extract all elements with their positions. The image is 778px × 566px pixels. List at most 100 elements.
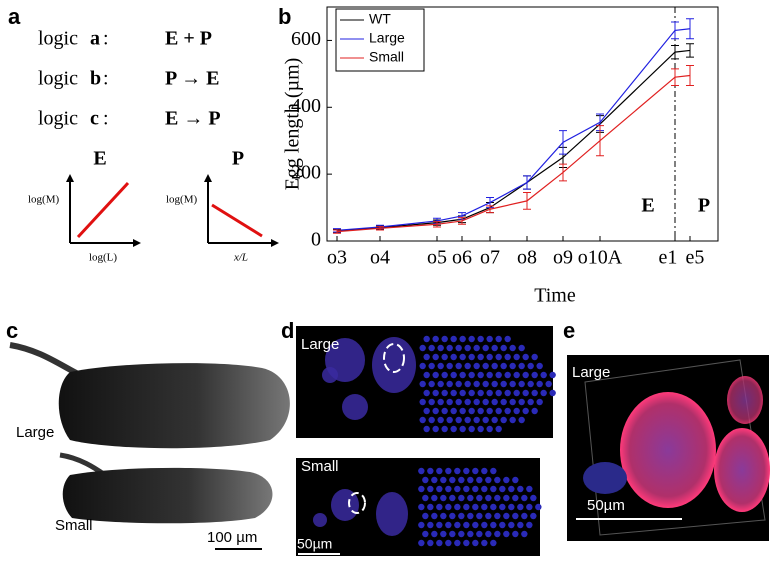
nucleus: [468, 407, 475, 415]
nucleus: [527, 380, 534, 388]
nucleus: [432, 389, 439, 397]
logic-rule: E → P: [165, 108, 221, 130]
nucleus: [476, 530, 483, 538]
nucleus: [422, 512, 429, 520]
nucleus: [509, 416, 516, 424]
nucleus: [454, 467, 461, 475]
colon: :: [103, 68, 109, 90]
nucleus: [436, 539, 443, 547]
nucleus: [445, 503, 452, 511]
nucleus: [485, 530, 492, 538]
nucleus: [486, 389, 493, 397]
error-bar: [671, 21, 679, 40]
nucleus: [419, 416, 426, 424]
nucleus: [473, 398, 480, 406]
cell: [322, 367, 338, 383]
nucleus: [450, 407, 457, 415]
image-label: Large: [572, 364, 610, 381]
nucleus: [549, 371, 556, 379]
nucleus: [472, 521, 479, 529]
arrowhead: [133, 239, 141, 247]
nucleus: [446, 416, 453, 424]
nucleus: [468, 389, 475, 397]
nucleus: [427, 539, 434, 547]
nucleus: [446, 398, 453, 406]
nucleus: [495, 335, 502, 343]
y-tick-label: 600: [291, 28, 321, 50]
nucleus: [427, 467, 434, 475]
outline: [348, 492, 366, 514]
nucleus: [449, 476, 456, 484]
arrowhead: [271, 239, 279, 247]
x-tick-label: o4: [370, 247, 390, 269]
nucleus: [526, 485, 533, 493]
nucleus: [423, 389, 430, 397]
nucleus: [432, 371, 439, 379]
panel-letter: d: [281, 318, 294, 343]
image-label: Large: [301, 336, 339, 353]
nucleus: [422, 494, 429, 502]
cell: [714, 428, 770, 512]
nucleus: [481, 521, 488, 529]
x-tick-label: o8: [517, 247, 537, 269]
error-bar: [433, 221, 441, 228]
nucleus: [432, 353, 439, 361]
nucleus: [522, 353, 529, 361]
nucleus: [518, 398, 525, 406]
nucleus: [517, 503, 524, 511]
nucleus: [464, 398, 471, 406]
nucleus: [513, 371, 520, 379]
error-bar: [559, 163, 567, 182]
nucleus: [454, 521, 461, 529]
nucleus: [436, 485, 443, 493]
nucleus: [468, 371, 475, 379]
nucleus: [454, 503, 461, 511]
nucleus: [477, 371, 484, 379]
plot-ylabel: log(M): [28, 194, 60, 206]
nucleus: [477, 407, 484, 415]
nucleus: [512, 494, 519, 502]
nucleus: [508, 503, 515, 511]
nucleus: [476, 476, 483, 484]
cell: [342, 394, 368, 420]
image-label: Large: [16, 424, 54, 441]
nucleus: [521, 494, 528, 502]
nucleus: [441, 389, 448, 397]
nucleus: [530, 512, 537, 520]
nucleus: [513, 389, 520, 397]
trend: [76, 181, 130, 239]
nucleus: [458, 530, 465, 538]
nucleus: [449, 494, 456, 502]
cell: [583, 462, 627, 494]
nucleus: [431, 512, 438, 520]
nucleus: [463, 467, 470, 475]
nucleus: [472, 503, 479, 511]
nucleus: [540, 389, 547, 397]
plot-title: E: [93, 148, 106, 170]
nucleus: [494, 476, 501, 484]
nucleus: [495, 389, 502, 397]
nucleus: [482, 362, 489, 370]
nucleus: [495, 371, 502, 379]
error-bar: [523, 192, 531, 210]
nucleus: [418, 485, 425, 493]
nucleus: [473, 362, 480, 370]
x-tick-label: e5: [686, 247, 705, 269]
logic-rule: E + P: [165, 28, 212, 50]
nucleus: [500, 362, 507, 370]
nucleus: [423, 335, 430, 343]
nucleus: [494, 530, 501, 538]
nucleus: [518, 362, 525, 370]
nucleus: [513, 407, 520, 415]
nucleus: [481, 485, 488, 493]
nucleus: [508, 485, 515, 493]
nucleus: [441, 335, 448, 343]
nucleus: [449, 530, 456, 538]
nucleus: [419, 398, 426, 406]
nucleus: [499, 503, 506, 511]
nucleus: [432, 335, 439, 343]
logic-letter: c: [90, 108, 99, 130]
arrowhead: [204, 174, 212, 182]
colon: :: [103, 108, 109, 130]
nucleus: [459, 407, 466, 415]
